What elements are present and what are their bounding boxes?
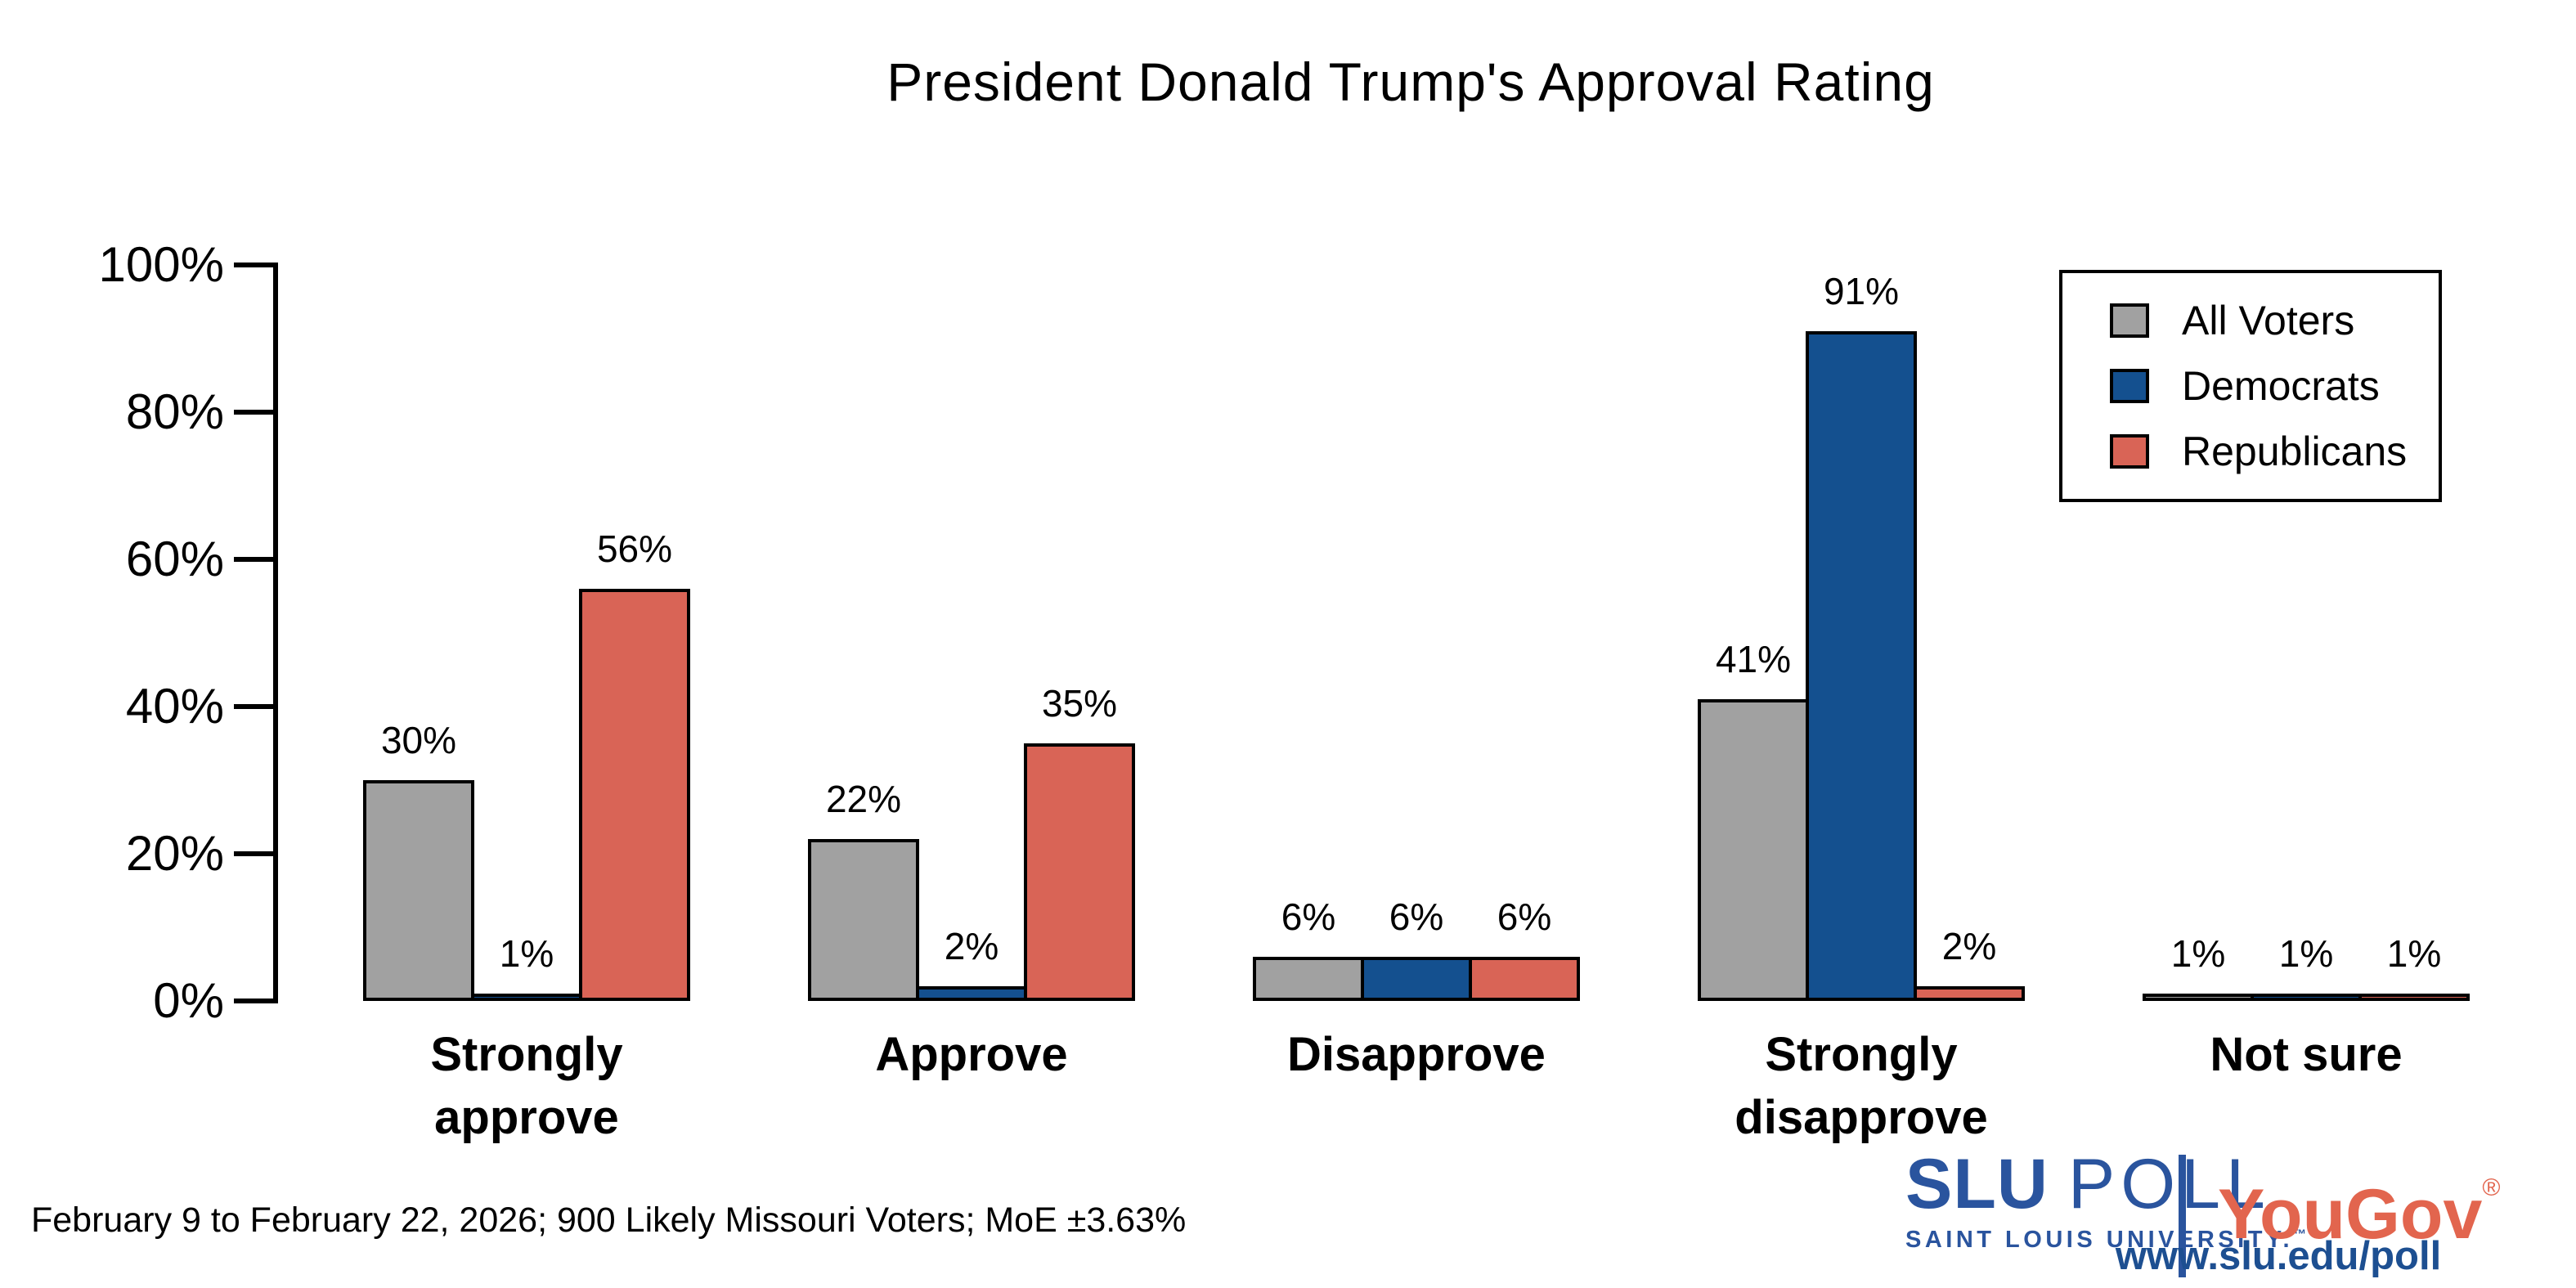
bar-value-label: 2% xyxy=(1941,925,1997,967)
y-axis-tick-label: 80% xyxy=(125,384,224,439)
bar-democrats xyxy=(916,986,1027,1001)
slu-poll-text: POLL xyxy=(2067,1145,2271,1223)
bar-republicans xyxy=(2358,994,2470,1001)
legend: All Voters Democrats Republicans xyxy=(2059,270,2442,502)
chart-title: President Donald Trump's Approval Rating xyxy=(886,52,1935,112)
legend-label-all-voters: All Voters xyxy=(2182,298,2355,343)
legend-label-republicans: Republicans xyxy=(2182,429,2408,474)
bar-republicans xyxy=(1469,957,1580,1001)
bar-value-label: 56% xyxy=(596,527,673,570)
legend-swatch-republicans xyxy=(2110,434,2149,469)
bar-value-label: 35% xyxy=(1041,682,1118,725)
bar-value-label: 1% xyxy=(2170,932,2226,975)
bar-value-label: 30% xyxy=(380,719,457,761)
bar-all-voters xyxy=(1253,957,1364,1001)
bar-republicans xyxy=(579,589,690,1001)
bar-value-label: 6% xyxy=(1389,895,1444,938)
bar-all-voters xyxy=(363,780,474,1001)
bar-republicans xyxy=(1914,986,2025,1001)
slu-subtitle: SAINT LOUIS UNIVERSITY.™ xyxy=(1905,1227,2310,1253)
y-axis-tick-label: 60% xyxy=(125,532,224,586)
registered-symbol: ® xyxy=(2482,1174,2501,1201)
trademark-symbol: ™ xyxy=(2293,1227,2310,1242)
bar-value-label: 1% xyxy=(2386,932,2442,975)
bar-value-label: 6% xyxy=(1281,895,1336,938)
bar-all-voters xyxy=(1698,699,1809,1001)
bar-value-label: 1% xyxy=(2278,932,2334,975)
legend-swatch-all-voters xyxy=(2110,303,2149,338)
bar-democrats xyxy=(471,994,582,1001)
legend-swatch-democrats xyxy=(2110,369,2149,403)
slu-poll-url: www.slu.edu/poll xyxy=(2115,1234,2442,1278)
survey-footnote: February 9 to February 22, 2026; 900 Lik… xyxy=(31,1200,1187,1240)
category-label: Not sure xyxy=(2210,1028,2403,1081)
y-axis-line xyxy=(273,263,278,1003)
bar-value-label: 22% xyxy=(825,778,902,820)
bar-all-voters xyxy=(808,839,919,1001)
category-label: Strongly approve xyxy=(430,1028,623,1144)
y-axis-tick-label: 0% xyxy=(153,973,224,1028)
y-axis-tick xyxy=(234,851,273,856)
category-label: Approve xyxy=(875,1028,1068,1081)
category-label: Strongly disapprove xyxy=(1735,1028,1988,1144)
y-axis-tick xyxy=(234,999,273,1003)
slu-logo-text: SLU xyxy=(1905,1145,2049,1223)
bar-value-label: 41% xyxy=(1715,638,1792,680)
bar-value-label: 6% xyxy=(1497,895,1552,938)
bar-value-label: 2% xyxy=(944,925,999,967)
slu-poll-logo: SLU POLL SAINT LOUIS UNIVERSITY.™ xyxy=(1905,1148,2310,1254)
legend-item-republicans: Republicans xyxy=(2110,428,2439,475)
bar-all-voters xyxy=(2143,994,2254,1001)
y-axis-tick-label: 20% xyxy=(125,826,224,881)
y-axis-tick xyxy=(234,263,273,267)
y-axis-tick xyxy=(234,704,273,709)
legend-item-democrats: Democrats xyxy=(2110,362,2439,410)
yougov-logo: YouGov® xyxy=(2218,1174,2501,1254)
bar-democrats xyxy=(1806,331,1917,1001)
y-axis-tick-label: 100% xyxy=(98,237,224,292)
bar-value-label: 1% xyxy=(499,932,554,975)
bar-democrats xyxy=(2251,994,2362,1001)
y-axis-tick xyxy=(234,410,273,415)
logo-divider xyxy=(2179,1155,2186,1277)
category-label: Disapprove xyxy=(1287,1028,1546,1081)
legend-item-all-voters: All Voters xyxy=(2110,297,2439,344)
bar-value-label: 91% xyxy=(1823,270,1900,312)
y-axis-tick xyxy=(234,557,273,562)
legend-label-democrats: Democrats xyxy=(2182,363,2380,409)
bar-republicans xyxy=(1024,743,1135,1001)
bar-democrats xyxy=(1361,957,1472,1001)
y-axis-tick-label: 40% xyxy=(125,679,224,734)
